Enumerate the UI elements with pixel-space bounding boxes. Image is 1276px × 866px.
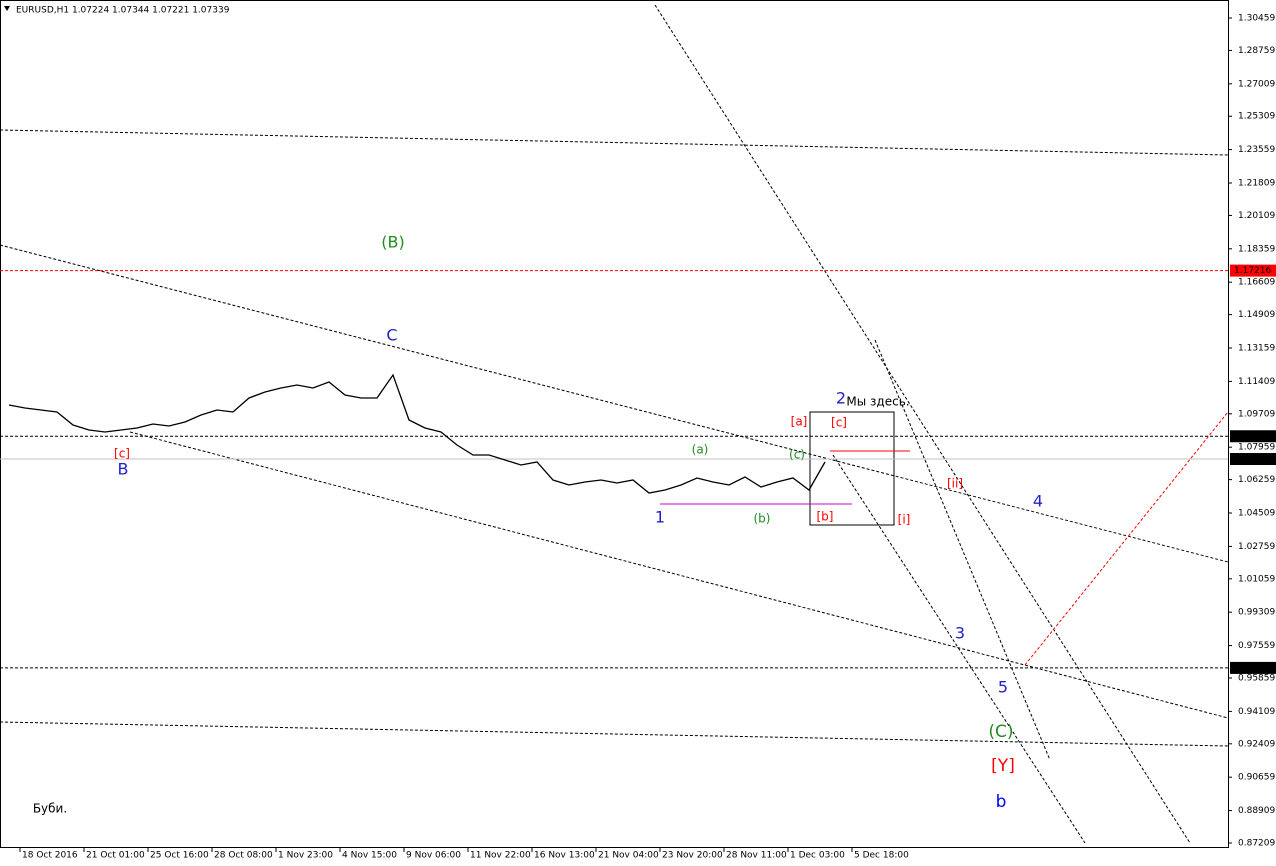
y-tick-label: 1.28759 (1238, 46, 1275, 56)
wave-label: 3 (955, 624, 965, 643)
wave-label: (a) (692, 443, 709, 457)
trend-line (129, 431, 1229, 719)
price-level-tag (1230, 453, 1276, 466)
y-tick-label: 1.23559 (1238, 145, 1275, 155)
x-tick-label: 25 Oct 16:00 (150, 851, 209, 861)
x-tick-label: 21 Oct 01:00 (86, 851, 145, 861)
y-tick-label: 1.16609 (1238, 278, 1275, 288)
wave-label: (C) (988, 722, 1013, 742)
x-tick-label: 28 Nov 11:00 (726, 851, 787, 861)
y-tick-label: 0.90659 (1238, 773, 1275, 783)
wave-label: B (118, 460, 129, 479)
x-tick-label: 21 Nov 04:00 (598, 851, 659, 861)
x-tick-label: 1 Nov 23:00 (278, 851, 333, 861)
menu-arrow[interactable] (4, 6, 10, 11)
wave-label: 4 (1033, 492, 1043, 511)
x-tick-label: 28 Oct 08:00 (214, 851, 273, 861)
y-tick-label: 1.06259 (1238, 475, 1275, 485)
x-tick-label: 9 Nov 06:00 (406, 851, 461, 861)
chart-title: EURUSD,H1 1.07224 1.07344 1.07221 1.0733… (16, 6, 230, 16)
y-tick-label: 1.11409 (1238, 377, 1275, 387)
y-tick-label: 0.99309 (1238, 608, 1275, 618)
x-tick-label: 16 Nov 13:00 (534, 851, 595, 861)
y-tick-label: 1.13159 (1238, 344, 1275, 354)
y-tick-label: 1.02759 (1238, 542, 1275, 552)
trend-line (874, 339, 1051, 761)
y-tick-label: 1.14909 (1238, 310, 1275, 320)
price-level-tag (1230, 430, 1276, 443)
y-tick-label: 1.20109 (1238, 211, 1275, 221)
y-tick-label: 0.87209 (1238, 839, 1275, 849)
y-tick-label: 0.97559 (1238, 641, 1275, 651)
wave-label: [b] (817, 510, 834, 524)
wave-label: [i] (898, 513, 911, 527)
wave-label: Мы здесь. (846, 395, 909, 409)
y-tick-label: 1.01059 (1238, 574, 1275, 584)
wave-label: (B) (381, 233, 404, 252)
wave-label: (b) (754, 512, 771, 526)
y-tick-label: 1.07959 (1238, 443, 1275, 453)
trend-line (832, 454, 1086, 844)
wave-label: 2 (836, 389, 846, 408)
x-tick-label: 18 Oct 2016 (22, 851, 78, 861)
price-level-tag (1230, 661, 1276, 674)
y-tick-label: 0.94109 (1238, 707, 1275, 717)
price-level-label: 1.17216 (1234, 266, 1271, 276)
y-tick-label: 1.09709 (1238, 409, 1275, 419)
wave-label: (c) (789, 448, 805, 462)
wave-label: C (386, 326, 397, 345)
trend-line (1024, 411, 1229, 666)
x-tick-label: 4 Nov 15:00 (342, 851, 397, 861)
price-level-label: 1.08533 (1234, 432, 1271, 442)
y-tick-label: 1.04509 (1238, 509, 1275, 519)
y-tick-label: 1.18359 (1238, 244, 1275, 254)
price-level-label: 1.07339 (1234, 455, 1271, 465)
wave-label: [c] (114, 447, 130, 461)
wave-label: [c] (831, 416, 847, 430)
wave-label: [Y] (991, 756, 1015, 776)
price-level-label: 0.96388 (1234, 663, 1271, 673)
x-tick-label: 11 Nov 22:00 (470, 851, 531, 861)
wave-label: 1 (655, 508, 665, 527)
y-tick-label: 0.95859 (1238, 674, 1275, 684)
wave-label: b (996, 792, 1007, 812)
plot-frame (0, 0, 1229, 848)
y-tick-label: 1.25309 (1238, 112, 1275, 122)
box (809, 411, 895, 526)
y-tick-label: 1.21809 (1238, 179, 1275, 189)
wave-label: Буби. (33, 802, 67, 816)
trend-line (654, 4, 1191, 844)
y-tick-label: 1.30459 (1238, 14, 1275, 24)
wave-label: [a] (791, 415, 808, 429)
y-tick-label: 0.92409 (1238, 739, 1275, 749)
wave-label: [ii] (947, 477, 963, 491)
x-tick-label: 1 Dec 03:00 (790, 851, 845, 861)
y-tick-label: 1.27009 (1238, 79, 1275, 89)
wave-label: 5 (998, 678, 1008, 697)
price-level-tag (1230, 264, 1276, 277)
x-tick-label: 5 Dec 18:00 (854, 851, 909, 861)
y-tick-label: 0.88909 (1238, 806, 1275, 816)
trend-line (0, 244, 1229, 563)
price-line (8, 373, 826, 494)
x-tick-label: 23 Nov 20:00 (662, 851, 723, 861)
